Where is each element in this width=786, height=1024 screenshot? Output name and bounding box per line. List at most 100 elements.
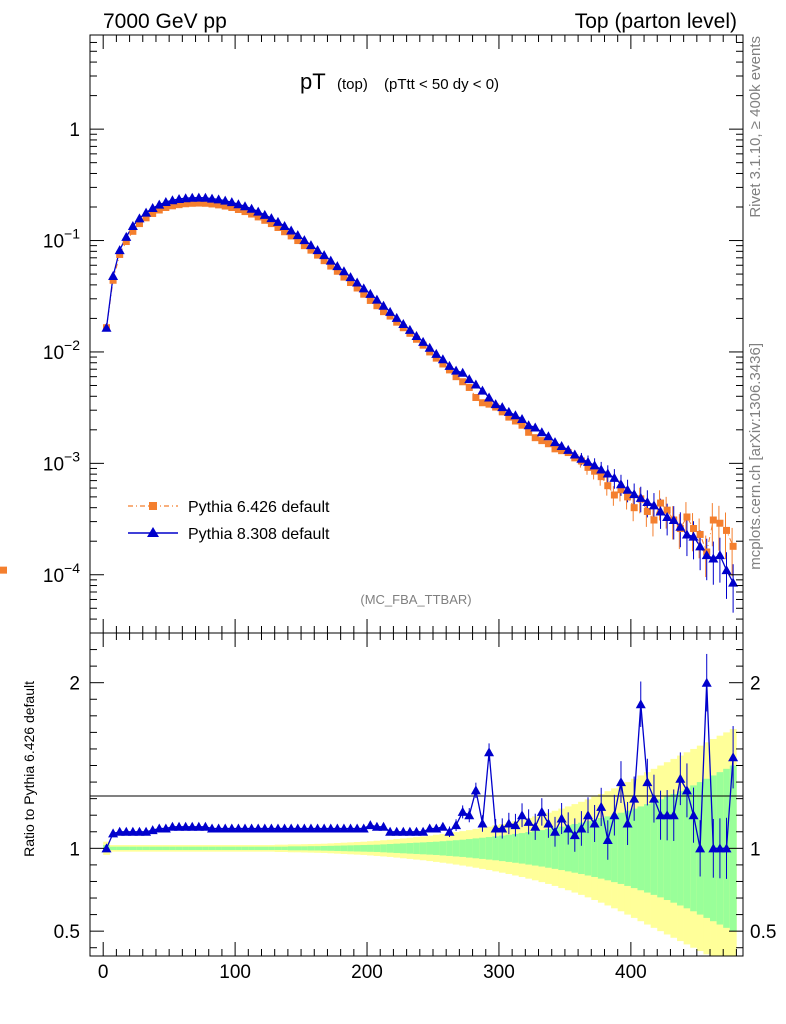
legend-marker-pythia8 xyxy=(147,527,159,537)
data-point-pythia6 xyxy=(518,421,526,429)
green-band xyxy=(248,846,256,850)
data-point-pythia6 xyxy=(690,525,698,533)
green-band xyxy=(241,846,249,850)
green-band xyxy=(122,846,130,850)
data-point-pythia6 xyxy=(373,302,381,310)
data-point-pythia6 xyxy=(452,373,460,381)
ratio-point xyxy=(272,823,283,833)
green-band xyxy=(426,842,434,855)
green-band xyxy=(202,846,210,850)
ratio-point xyxy=(319,823,330,833)
header-left: 7000 GeV pp xyxy=(103,10,227,33)
ratio-point xyxy=(543,818,554,828)
data-point-pythia6 xyxy=(538,437,546,445)
data-point-pythia8 xyxy=(207,193,218,203)
data-point-pythia6 xyxy=(597,473,605,481)
data-point-pythia8 xyxy=(596,464,607,474)
data-point-pythia8 xyxy=(240,201,251,211)
green-band xyxy=(703,778,711,918)
green-band xyxy=(188,846,196,850)
data-point-pythia8 xyxy=(404,324,415,334)
green-band xyxy=(611,814,618,883)
watermark: (MC_FBA_TTBAR) xyxy=(360,592,471,607)
green-band xyxy=(175,846,183,850)
data-point-pythia8 xyxy=(629,489,640,499)
data-point-pythia6 xyxy=(333,267,341,275)
data-point-pythia8 xyxy=(457,367,468,377)
data-point-pythia6 xyxy=(511,417,519,425)
data-point-pythia6 xyxy=(624,493,632,501)
ratio-point xyxy=(114,826,125,836)
ratio-point xyxy=(721,843,732,853)
ratio-point xyxy=(497,823,508,833)
green-band xyxy=(650,801,658,895)
ratio-point xyxy=(292,823,303,833)
data-point-pythia6 xyxy=(584,463,592,471)
green-band xyxy=(142,846,150,850)
data-point-pythia6 xyxy=(657,499,665,507)
ratio-point xyxy=(266,823,277,833)
green-band xyxy=(419,842,427,855)
ratio-point xyxy=(378,821,389,831)
ratio-point xyxy=(484,747,495,757)
data-point-pythia6 xyxy=(261,216,269,224)
data-point-pythia8 xyxy=(556,441,567,451)
green-band xyxy=(465,839,473,858)
green-band xyxy=(386,844,394,853)
ratio-point xyxy=(668,810,679,820)
data-point-pythia8 xyxy=(365,288,376,298)
data-point-pythia6 xyxy=(630,504,638,512)
ratio-y-tick-label: 0.5 xyxy=(54,922,80,943)
ratio-point xyxy=(207,823,218,833)
green-band xyxy=(274,846,282,850)
green-band xyxy=(492,836,500,861)
green-band xyxy=(208,846,216,850)
data-point-pythia8 xyxy=(114,245,125,255)
ratio-point xyxy=(629,793,640,803)
data-point-pythia8 xyxy=(371,294,382,304)
ratio-point xyxy=(226,823,237,833)
data-point-pythia6 xyxy=(445,366,453,374)
ratio-point xyxy=(437,821,448,831)
data-point-pythia6 xyxy=(650,516,658,524)
data-point-pythia6 xyxy=(109,276,117,284)
data-point-pythia8 xyxy=(635,492,646,502)
ratio-point xyxy=(503,818,514,828)
green-band xyxy=(155,846,163,850)
green-band xyxy=(221,846,229,850)
green-band xyxy=(472,838,480,859)
ratio-point xyxy=(325,823,336,833)
green-band xyxy=(327,845,335,851)
ratio-point xyxy=(424,823,435,833)
ratio-point xyxy=(398,826,409,836)
ratio-point xyxy=(220,823,231,833)
ratio-point xyxy=(576,823,587,833)
data-point-pythia8 xyxy=(385,306,396,316)
ratio-point xyxy=(101,843,112,853)
y-tick-label: 1 xyxy=(69,120,80,141)
data-point-pythia8 xyxy=(424,342,435,352)
data-point-pythia6 xyxy=(709,516,717,524)
green-band xyxy=(670,794,678,903)
data-point-pythia6 xyxy=(0,566,7,574)
ratio-point xyxy=(550,826,561,836)
data-point-pythia8 xyxy=(279,221,290,231)
ratio-point xyxy=(728,752,739,762)
data-point-pythia8 xyxy=(517,414,528,424)
ratio-point xyxy=(695,843,706,853)
data-point-pythia6 xyxy=(327,262,335,270)
green-band xyxy=(558,826,566,871)
ratio-y-tick-label-right: 0.5 xyxy=(750,922,776,943)
green-band xyxy=(578,822,585,875)
green-band xyxy=(531,831,539,866)
green-band xyxy=(413,842,421,854)
ratio-point xyxy=(451,820,462,830)
data-point-pythia6 xyxy=(248,210,256,218)
green-band xyxy=(261,846,269,850)
y-tick-label: 10−4 xyxy=(43,560,80,587)
data-point-pythia6 xyxy=(116,250,124,258)
green-band xyxy=(307,846,315,851)
data-point-pythia6 xyxy=(320,257,328,265)
green-band xyxy=(690,785,698,912)
data-point-pythia6 xyxy=(485,400,493,408)
